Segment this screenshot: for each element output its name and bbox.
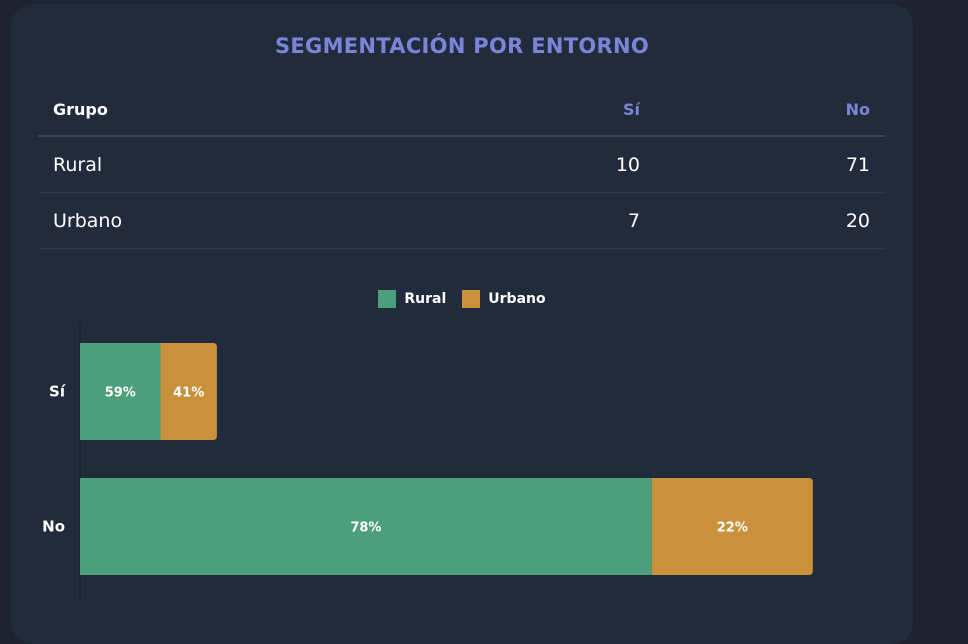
table-header-row: Grupo Sí No (38, 84, 885, 137)
data-label: 59% (105, 386, 136, 401)
legend-swatch-rural (378, 290, 397, 308)
legend-swatch-urbano (462, 290, 481, 308)
cell-si: 10 (475, 136, 655, 193)
cell-grupo: Rural (38, 136, 475, 193)
data-label: 41% (173, 386, 204, 401)
bar-rural-si[interactable] (80, 343, 161, 440)
table-row: Rural 10 71 (38, 136, 885, 193)
stacked-bar-chart: Sí 59% 41% No 78% 22% (42, 324, 813, 599)
data-table: Grupo Sí No Rural 10 71 Urbano 7 20 (38, 84, 885, 249)
data-label: 22% (717, 521, 748, 536)
cell-si: 7 (475, 192, 655, 249)
chart-title: SEGMENTACIÓN POR ENTORNO (274, 34, 650, 58)
bar-urbano-si[interactable] (160, 343, 217, 440)
legend-item-urbano[interactable]: Urbano (462, 290, 546, 308)
cell-no: 20 (655, 192, 885, 249)
bar-rural-no[interactable] (80, 478, 652, 575)
data-label: 78% (350, 521, 381, 536)
cell-no: 71 (655, 136, 885, 193)
legend-label-urbano: Urbano (488, 291, 546, 307)
legend-label-rural: Rural (404, 291, 447, 307)
legend-item-rural[interactable]: Rural (378, 290, 446, 308)
y-tick-label: Sí (49, 383, 66, 401)
chart-legend: Rural Urbano (11, 290, 913, 308)
column-header-grupo: Grupo (38, 84, 475, 137)
bar-urbano-no[interactable] (651, 478, 813, 575)
column-header-no: No (655, 84, 885, 137)
column-header-si: Sí (475, 84, 655, 137)
table-row: Urbano 7 20 (38, 192, 885, 249)
chart-card: SEGMENTACIÓN POR ENTORNO Grupo Sí No Rur… (11, 4, 913, 644)
cell-grupo: Urbano (38, 192, 475, 249)
y-tick-label: No (42, 518, 65, 536)
